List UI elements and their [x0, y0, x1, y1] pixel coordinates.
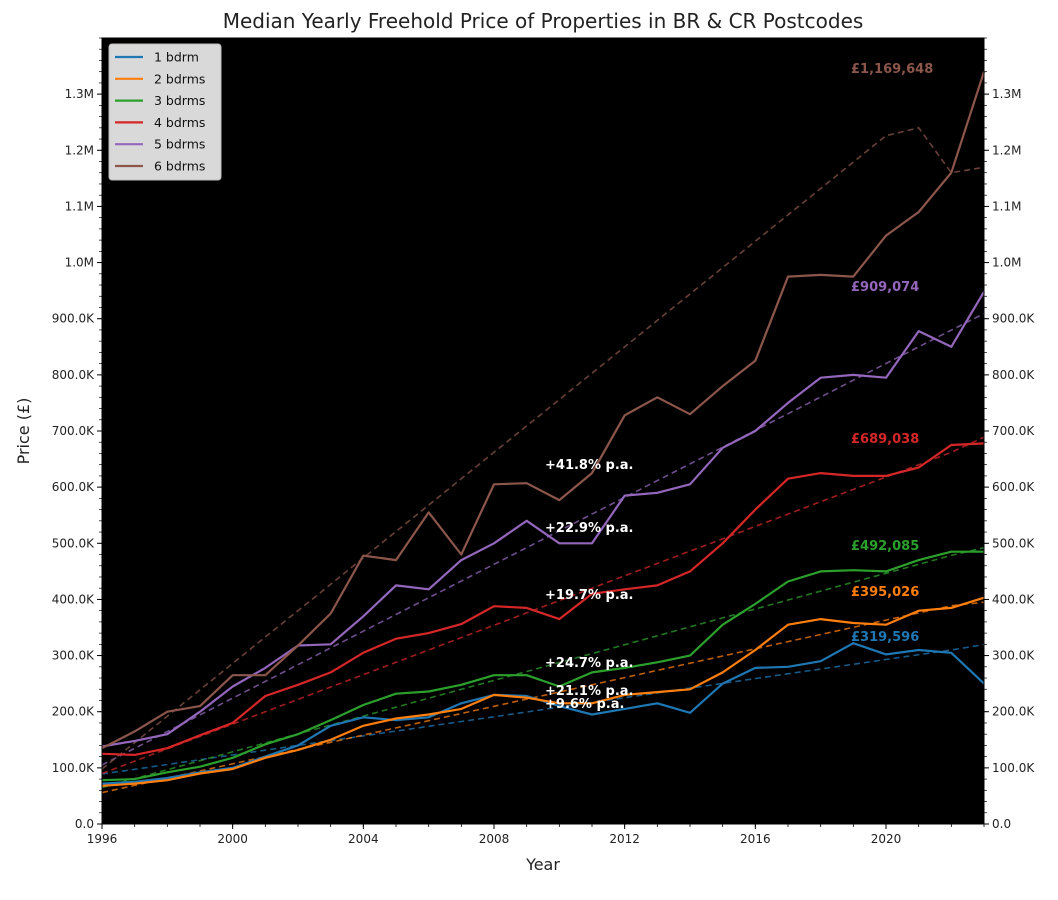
y-tick-label-right: 400.0K	[992, 592, 1035, 606]
y-tick-label-left: 600.0K	[52, 480, 95, 494]
growth-label-2: +21.1% p.a.	[545, 684, 633, 699]
x-tick-label: 2016	[740, 832, 771, 846]
growth-label-1: +9.6% p.a.	[545, 697, 624, 712]
x-tick-label: 2000	[217, 832, 248, 846]
x-tick-label: 1996	[87, 832, 118, 846]
y-tick-label-left: 700.0K	[52, 424, 95, 438]
legend-label-3: 3 bdrms	[154, 93, 205, 108]
end-label-4: £689,038	[851, 432, 919, 447]
y-tick-label-right: 600.0K	[992, 480, 1035, 494]
trend-line-1	[101, 643, 985, 775]
y-tick-label-left: 500.0K	[52, 536, 95, 550]
y-tick-label-left: 1.2M	[65, 143, 94, 157]
y-tick-label-right: 900.0K	[992, 312, 1035, 326]
trend-lines	[101, 126, 985, 794]
trend-line-2	[101, 601, 985, 794]
end-label-1: £319,596	[851, 630, 919, 645]
y-tick-label-left: 100.0K	[52, 761, 95, 775]
legend-label-4: 4 bdrms	[154, 115, 205, 130]
y-tick-label-right: 1.3M	[992, 87, 1021, 101]
end-label-2: £395,026	[851, 585, 919, 600]
end-value-labels: £319,596 £395,026 £492,085 £689,038 £909,074…	[851, 62, 933, 645]
end-label-5: £909,074	[851, 280, 919, 295]
plot-area	[102, 38, 984, 824]
growth-label-4: +19.7% p.a.	[545, 588, 633, 603]
series-lines	[101, 71, 986, 787]
x-axis-title: Year	[525, 855, 560, 874]
trend-line-5	[101, 312, 985, 766]
trend-line-4	[101, 436, 985, 775]
y-tick-label-right: 500.0K	[992, 536, 1035, 550]
x-tick-label: 2004	[348, 832, 379, 846]
y-axis-title: Price (£)	[14, 398, 33, 465]
y-tick-label-right: 0.0	[992, 817, 1011, 831]
legend-label-2: 2 bdrms	[154, 71, 205, 86]
chart-title: Median Yearly Freehold Price of Properti…	[223, 9, 864, 33]
y-tick-label-left: 400.0K	[52, 592, 95, 606]
growth-label-5: +22.9% p.a.	[545, 521, 633, 536]
y-tick-label-right: 1.2M	[992, 143, 1021, 157]
legend: 1 bdrm 2 bdrms 3 bdrms 4 bdrms 5 bdrms 6 bdrm…	[108, 43, 222, 181]
y-tick-label-right: 100.0K	[992, 761, 1035, 775]
y-tick-label-left: 1.3M	[65, 87, 94, 101]
series-line-6	[101, 71, 986, 750]
axes: 1996 2000 2004 2008 2012 2016 2020 0.0 0.0 100.0K…	[52, 37, 1035, 846]
legend-label-1: 1 bdrm	[154, 50, 199, 65]
y-tick-label-left: 1.0M	[65, 256, 94, 270]
series-line-4	[101, 442, 985, 757]
x-tick-label: 2012	[609, 832, 640, 846]
y-tick-label-right: 300.0K	[992, 649, 1035, 663]
legend-label-6: 6 bdrms	[154, 159, 205, 174]
end-label-6: £1,169,648	[851, 62, 933, 77]
y-tick-label-left: 200.0K	[52, 705, 95, 719]
series-line-3	[101, 550, 984, 782]
trend-line-3	[101, 546, 985, 789]
x-tick-label: 2008	[479, 832, 510, 846]
y-tick-label-left: 900.0K	[52, 312, 95, 326]
growth-labels: +9.6% p.a.+21.1% p.a. +24.7% p.a. +19.7% p…	[545, 458, 633, 712]
x-tick-label: 2020	[871, 832, 902, 846]
y-tick-label-left: 1.1M	[65, 199, 94, 213]
y-tick-label-right: 800.0K	[992, 368, 1035, 382]
growth-label-6: +41.8% p.a.	[545, 458, 633, 473]
end-label-3: £492,085	[851, 539, 919, 554]
series-line-2	[101, 596, 985, 787]
y-tick-label-right: 1.1M	[992, 199, 1021, 213]
y-tick-label-left: 300.0K	[52, 649, 95, 663]
trend-line-6	[101, 126, 985, 770]
y-tick-label-right: 200.0K	[992, 705, 1035, 719]
y-tick-label-right: 700.0K	[992, 424, 1035, 438]
growth-label-3: +24.7% p.a.	[545, 656, 633, 671]
y-tick-label-left: 800.0K	[52, 368, 95, 382]
legend-label-5: 5 bdrms	[154, 137, 205, 152]
y-tick-label-left: 0.0	[75, 817, 94, 831]
series-line-5	[101, 291, 985, 748]
y-tick-label-right: 1.0M	[992, 256, 1021, 270]
